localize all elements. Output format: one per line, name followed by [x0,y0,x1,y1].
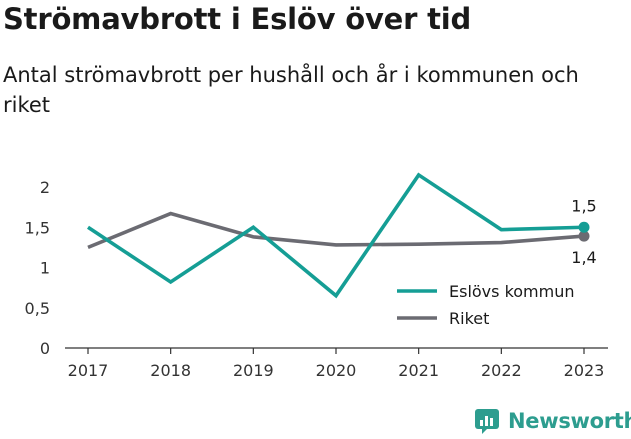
series-end-point-esl-vs-kommun [578,221,590,233]
legend: Eslövs kommun Riket [388,275,594,335]
x-tick-label: 2017 [68,361,109,380]
line-chart: 0 0,5 1 1,5 2 2017 2018 2019 2020 2021 2022 2023 1… [25,172,608,380]
end-label-riket: 1,4 [571,248,596,267]
legend-label: Riket [449,309,489,328]
y-tick-label: 1 [40,259,50,278]
chart-subtitle: Antal strömavbrott per hushåll och år i … [3,63,579,117]
end-label-esl-vs-kommun: 1,5 [571,196,596,215]
chart-title: Strömavbrott i Eslöv över tid [3,2,472,36]
x-tick-label: 2020 [316,361,357,380]
newsworthy-logo: Newsworthy [474,407,631,435]
y-tick-label: 2 [40,178,50,197]
series-layer: 1,5 1,4 [87,172,597,299]
bar-chart-icon [475,409,499,434]
y-axis: 0 0,5 1 1,5 2 [25,178,50,358]
x-tick-label: 2018 [150,361,191,380]
x-tick-label: 2019 [233,361,274,380]
series-line-esl-vs-kommun [87,172,585,299]
x-axis: 2017 2018 2019 2020 2021 2022 2023 [65,347,608,380]
series-line-riket [87,211,585,250]
x-tick-label: 2023 [564,361,605,380]
y-tick-label: 0,5 [25,299,50,318]
x-tick-label: 2021 [398,361,439,380]
legend-label: Eslövs kommun [449,282,575,301]
y-tick-label: 0 [40,339,50,358]
series-end-point-riket [578,230,590,242]
legend-background [388,275,594,335]
y-tick-label: 1,5 [25,218,50,237]
x-tick-label: 2022 [481,361,522,380]
brand-name: Newsworthy [508,409,631,433]
